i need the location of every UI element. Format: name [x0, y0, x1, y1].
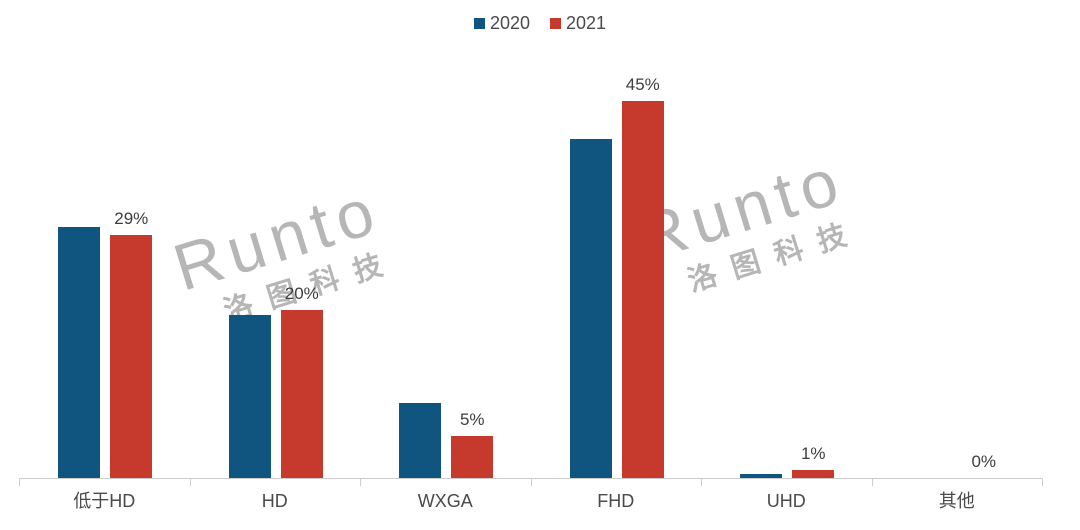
- bar-2020: [228, 315, 271, 478]
- bar-2021: [451, 436, 494, 478]
- x-axis-tick: [871, 478, 873, 486]
- bar-2021: [110, 235, 153, 478]
- bar-2020: [740, 474, 783, 478]
- legend-swatch-2020: [473, 17, 485, 29]
- value-label: 0%: [971, 452, 997, 471]
- value-label: 1%: [800, 444, 826, 463]
- legend-item-2021: 2021: [550, 14, 606, 32]
- bar-2020: [58, 227, 101, 478]
- x-axis-label: FHD: [597, 491, 635, 511]
- x-axis-label: UHD: [766, 491, 806, 511]
- legend-swatch-2021: [550, 17, 561, 29]
- bar-2021: [792, 470, 835, 478]
- x-axis-tick: [701, 478, 702, 486]
- x-axis-label: 其他: [938, 491, 975, 511]
- x-axis-tick: [360, 478, 361, 486]
- value-label: 20%: [284, 284, 319, 303]
- value-label: 29%: [114, 209, 149, 228]
- x-axis-tick: [1042, 478, 1043, 486]
- x-axis-label: 低于HD: [73, 491, 136, 511]
- bar-2020: [399, 403, 442, 478]
- value-label: 45%: [625, 75, 660, 94]
- x-axis-label: HD: [261, 491, 288, 511]
- legend-label-2020: 2020: [489, 13, 530, 33]
- legend-label-2021: 2021: [566, 13, 607, 33]
- x-axis-label: WXGA: [417, 491, 473, 511]
- legend: 2020 2021: [0, 14, 1080, 32]
- x-axis-tick: [530, 478, 532, 486]
- x-axis-tick: [189, 478, 191, 486]
- bar-2021: [280, 310, 323, 478]
- bar-2021: [621, 101, 664, 478]
- bar-2020: [569, 139, 612, 478]
- x-axis-tick: [19, 478, 20, 486]
- legend-item-2020: 2020: [473, 13, 530, 33]
- value-label: 5%: [459, 410, 485, 429]
